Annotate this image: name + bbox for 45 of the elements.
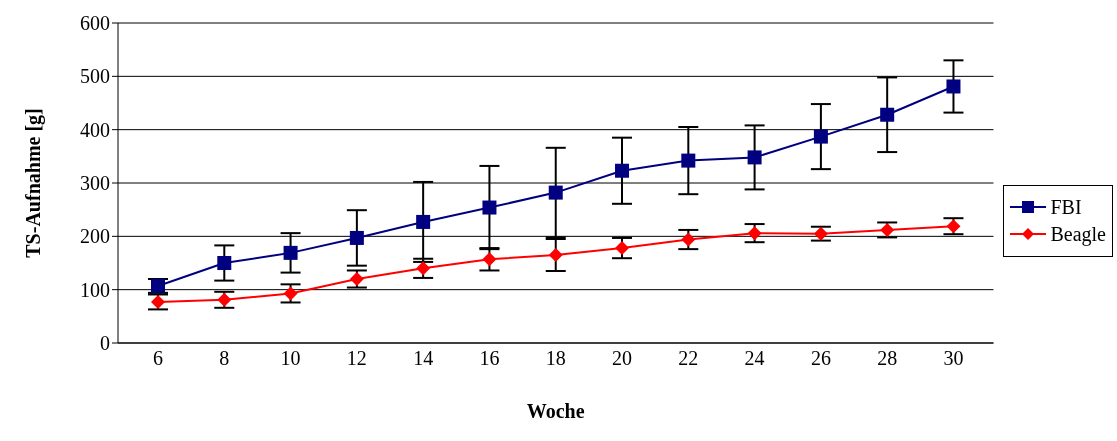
y-tick-label: 0: [100, 332, 110, 355]
point: [416, 214, 431, 229]
y-tick-label: 200: [80, 225, 110, 248]
point: [283, 245, 298, 260]
point: [482, 200, 497, 215]
x-tick-label: 10: [280, 347, 301, 370]
point: [615, 163, 630, 178]
y-tick-label: 500: [80, 65, 110, 88]
point: [681, 153, 696, 168]
x-tick-label: 8: [219, 347, 230, 370]
x-tick-label: 6: [153, 347, 163, 370]
point: [880, 107, 895, 122]
y-axis-title: TS-Aufnahme [g]: [22, 108, 46, 258]
point: [217, 256, 232, 270]
x-tick-label: 18: [545, 347, 566, 370]
y-tick-label: 600: [80, 12, 110, 35]
x-tick-label: 16: [479, 347, 500, 370]
x-tick-label: 26: [810, 347, 831, 370]
point: [482, 252, 497, 267]
point: [813, 226, 828, 241]
point: [946, 79, 961, 94]
x-tick-label: 22: [678, 347, 699, 370]
y-tick-label: 100: [80, 278, 110, 301]
y-tick-label: 300: [80, 172, 110, 195]
x-axis-title: Woche: [526, 400, 585, 422]
point: [615, 241, 630, 256]
x-tick-label: 20: [612, 347, 633, 370]
x-tick-label: 12: [346, 347, 367, 370]
point: [151, 278, 165, 293]
x-tick-label: 14: [413, 347, 434, 370]
point: [151, 294, 165, 309]
y-tick-label: 400: [80, 118, 110, 141]
x-tick-label: 30: [943, 347, 964, 370]
point: [548, 248, 563, 262]
point: [349, 230, 364, 245]
point: [548, 185, 563, 200]
point: [880, 222, 895, 237]
point: [217, 292, 232, 307]
point: [747, 150, 762, 165]
legend-label: Beagle: [1050, 222, 1106, 246]
point: [946, 219, 961, 234]
point: [813, 129, 828, 144]
x-tick-label: 28: [877, 347, 898, 370]
legend-label: FBI: [1050, 195, 1082, 219]
x-tick-label: 24: [744, 347, 765, 370]
